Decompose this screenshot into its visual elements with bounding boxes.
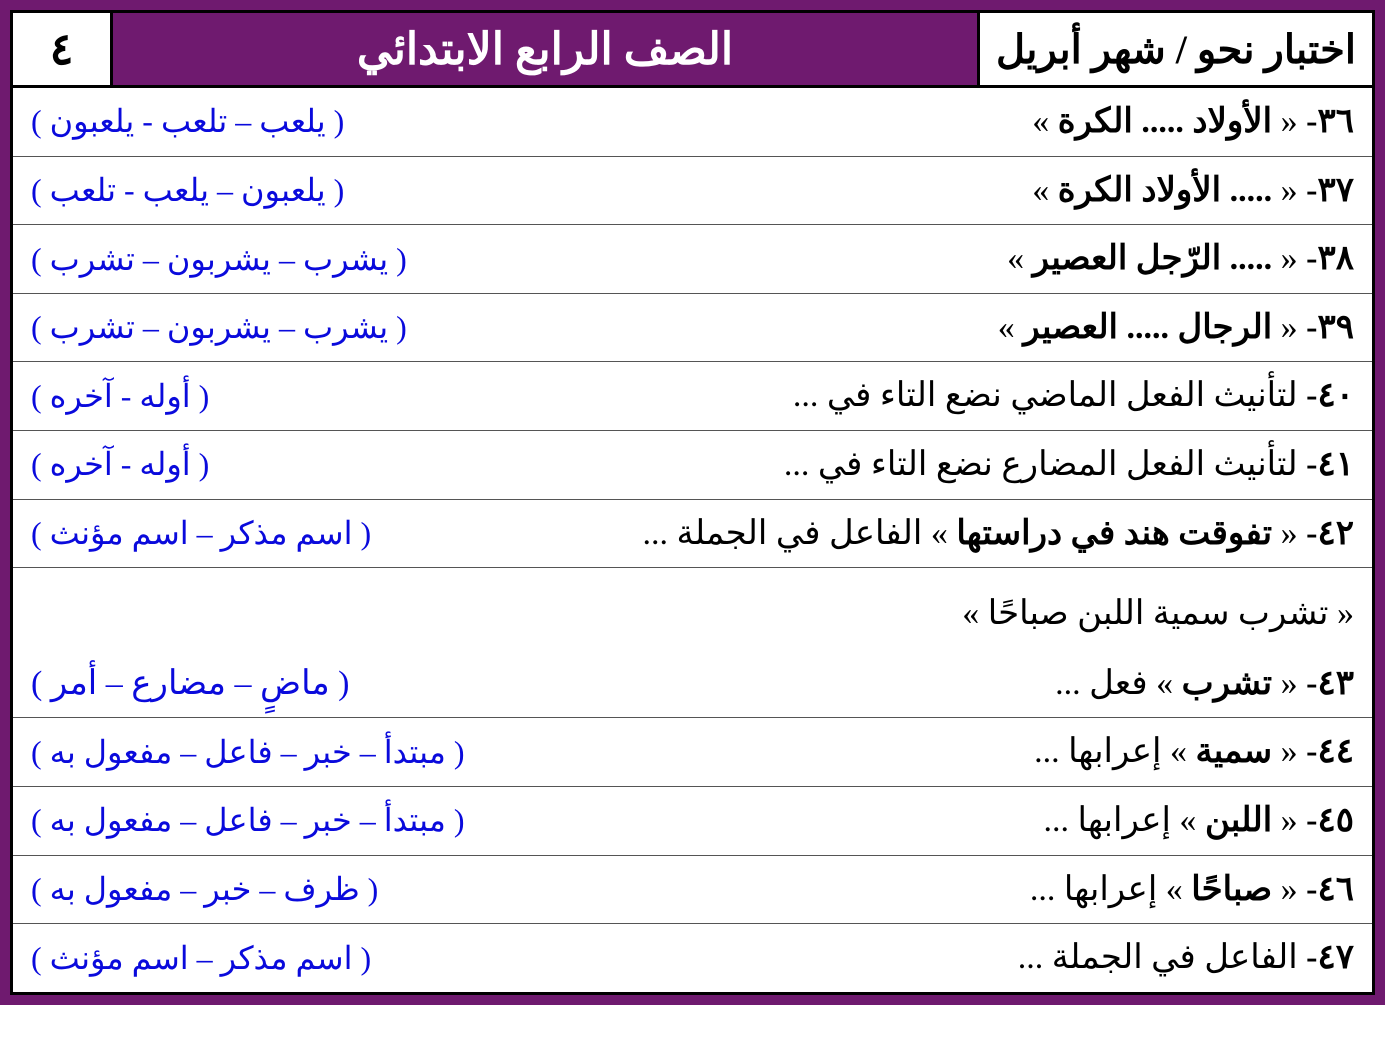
question-number: ٤٠- bbox=[1298, 377, 1354, 414]
options-cell: ( يلعبون – يلعب - تلعب ) bbox=[13, 156, 537, 225]
question-tail: » bbox=[1032, 172, 1058, 209]
question-tail: » bbox=[1032, 103, 1058, 140]
header: اختبار نحو / شهر أبريل الصف الرابع الابت… bbox=[13, 13, 1372, 85]
question-number: ٤٧- bbox=[1298, 939, 1354, 976]
question-quote: اللبن bbox=[1205, 802, 1272, 839]
question-cell: ٤١- لتأنيث الفعل المضارع نضع التاء في ..… bbox=[537, 430, 1372, 499]
question-quote: تشرب bbox=[1182, 665, 1273, 702]
question-number: ٤٦- bbox=[1298, 871, 1354, 908]
header-title-right: اختبار نحو / شهر أبريل bbox=[977, 13, 1372, 85]
question-tail: » إعرابها ... bbox=[1044, 802, 1205, 839]
options-cell: ( أوله - آخره ) bbox=[13, 430, 537, 499]
options-cell: ( اسم مذكر – اسم مؤنث ) bbox=[13, 499, 537, 568]
question-tail: » bbox=[998, 309, 1024, 346]
quote-open: « bbox=[1272, 103, 1298, 140]
question-number: ٤٢- bbox=[1298, 515, 1354, 552]
question-cell: ٤٤- « سمية » إعرابها ... bbox=[537, 718, 1372, 787]
questions-table: ٣٦- « الأولاد ..... الكرة »( يلعب – تلعب… bbox=[13, 85, 1372, 992]
question-quote: سمية bbox=[1196, 733, 1273, 770]
question-number: ٤٣- bbox=[1298, 665, 1354, 702]
question-number: ٤٥- bbox=[1298, 802, 1354, 839]
header-page-number: ٤ bbox=[13, 13, 113, 85]
quote-open: « bbox=[1272, 515, 1298, 552]
question-number: ٣٧- bbox=[1298, 172, 1354, 209]
table-row: ٤٥- « اللبن » إعرابها ...( مبتدأ – خبر –… bbox=[13, 786, 1372, 855]
options-cell: ( ماضٍ – مضارع – أمر ) bbox=[31, 660, 350, 708]
question-text: لتأنيث الفعل المضارع نضع التاء في ... bbox=[784, 446, 1298, 483]
options-cell: ( يلعب – تلعب - يلعبون ) bbox=[13, 87, 537, 157]
quote-open: « bbox=[1272, 665, 1298, 702]
question-tail: » إعرابها ... bbox=[1030, 871, 1191, 908]
options-cell: ( أوله - آخره ) bbox=[13, 362, 537, 431]
options-cell: ( يشرب – يشربون – تشرب ) bbox=[13, 225, 537, 294]
question-cell: ٤٥- « اللبن » إعرابها ... bbox=[537, 786, 1372, 855]
options-cell: ( مبتدأ – خبر – فاعل – مفعول به ) bbox=[13, 718, 537, 787]
table-row: ٤٦- « صباحًا » إعرابها ...( ظرف – خبر – … bbox=[13, 855, 1372, 924]
question-cell: ٤٧- الفاعل في الجملة ... bbox=[537, 924, 1372, 992]
header-title-center: الصف الرابع الابتدائي bbox=[113, 13, 977, 85]
quote-open: « bbox=[1272, 172, 1298, 209]
question-quote: ..... الرّجل العصير bbox=[1033, 240, 1273, 277]
options-cell: ( مبتدأ – خبر – فاعل – مفعول به ) bbox=[13, 786, 537, 855]
options-cell: ( اسم مذكر – اسم مؤنث ) bbox=[13, 924, 537, 992]
question-quote: صباحًا bbox=[1191, 871, 1272, 908]
question-tail: » الفاعل في الجملة ... bbox=[642, 515, 956, 552]
table-row: ٣٦- « الأولاد ..... الكرة »( يلعب – تلعب… bbox=[13, 87, 1372, 157]
question-quote: الرجال ..... العصير bbox=[1023, 309, 1272, 346]
quote-open: « bbox=[1272, 733, 1298, 770]
question-tail: » إعرابها ... bbox=[1034, 733, 1195, 770]
section-title: « تشرب سمية اللبن صباحًا » bbox=[31, 578, 1354, 660]
table-row: ٣٨- « ..... الرّجل العصير »( يشرب – يشرب… bbox=[13, 225, 1372, 294]
question-text: الفاعل في الجملة ... bbox=[1018, 939, 1298, 976]
quote-open: « bbox=[1272, 240, 1298, 277]
question-cell: ٤٠- لتأنيث الفعل الماضي نضع التاء في ... bbox=[537, 362, 1372, 431]
table-row: ٤١- لتأنيث الفعل المضارع نضع التاء في ..… bbox=[13, 430, 1372, 499]
question-cell: ٤٢- « تفوقت هند في دراستها » الفاعل في ا… bbox=[537, 499, 1372, 568]
section-row: « تشرب سمية اللبن صباحًا »٤٣- « تشرب » ف… bbox=[13, 568, 1372, 718]
question-number: ٣٦- bbox=[1298, 103, 1354, 140]
question-tail: » bbox=[1007, 240, 1033, 277]
table-row: ٣٧- « ..... الأولاد الكرة »( يلعبون – يل… bbox=[13, 156, 1372, 225]
question-cell: ٣٩- « الرجال ..... العصير » bbox=[537, 293, 1372, 362]
question-quote: الأولاد ..... الكرة bbox=[1058, 103, 1272, 140]
question-cell: ٣٨- « ..... الرّجل العصير » bbox=[537, 225, 1372, 294]
section-cell: « تشرب سمية اللبن صباحًا »٤٣- « تشرب » ف… bbox=[13, 568, 1372, 718]
question-number: ٣٩- bbox=[1298, 309, 1354, 346]
table-row: ٣٩- « الرجال ..... العصير »( يشرب – يشرب… bbox=[13, 293, 1372, 362]
question-number: ٣٨- bbox=[1298, 240, 1354, 277]
question-cell: ٤٣- « تشرب » فعل ... bbox=[1055, 660, 1354, 708]
worksheet-inner: اختبار نحو / شهر أبريل الصف الرابع الابت… bbox=[10, 10, 1375, 995]
worksheet-frame: اختبار نحو / شهر أبريل الصف الرابع الابت… bbox=[0, 0, 1385, 1005]
question-quote: تفوقت هند في دراستها bbox=[956, 515, 1272, 552]
question-number: ٤١- bbox=[1298, 446, 1354, 483]
quote-open: « bbox=[1272, 871, 1298, 908]
quote-open: « bbox=[1272, 802, 1298, 839]
question-number: ٤٤- bbox=[1298, 733, 1354, 770]
question-text: لتأنيث الفعل الماضي نضع التاء في ... bbox=[793, 377, 1298, 414]
question-tail: » فعل ... bbox=[1055, 665, 1181, 702]
question-quote: ..... الأولاد الكرة bbox=[1058, 172, 1272, 209]
quote-open: « bbox=[1272, 309, 1298, 346]
question-cell: ٣٧- « ..... الأولاد الكرة » bbox=[537, 156, 1372, 225]
options-cell: ( ظرف – خبر – مفعول به ) bbox=[13, 855, 537, 924]
table-row: ٤٣- « تشرب » فعل ... ( ماضٍ – مضارع – أمر… bbox=[31, 660, 1354, 708]
question-cell: ٤٦- « صباحًا » إعرابها ... bbox=[537, 855, 1372, 924]
table-row: ٤٢- « تفوقت هند في دراستها » الفاعل في ا… bbox=[13, 499, 1372, 568]
table-row: ٤٠- لتأنيث الفعل الماضي نضع التاء في ...… bbox=[13, 362, 1372, 431]
table-row: ٤٤- « سمية » إعرابها ...( مبتدأ – خبر – … bbox=[13, 718, 1372, 787]
question-cell: ٣٦- « الأولاد ..... الكرة » bbox=[537, 87, 1372, 157]
options-cell: ( يشرب – يشربون – تشرب ) bbox=[13, 293, 537, 362]
table-row: ٤٧- الفاعل في الجملة ...( اسم مذكر – اسم… bbox=[13, 924, 1372, 992]
